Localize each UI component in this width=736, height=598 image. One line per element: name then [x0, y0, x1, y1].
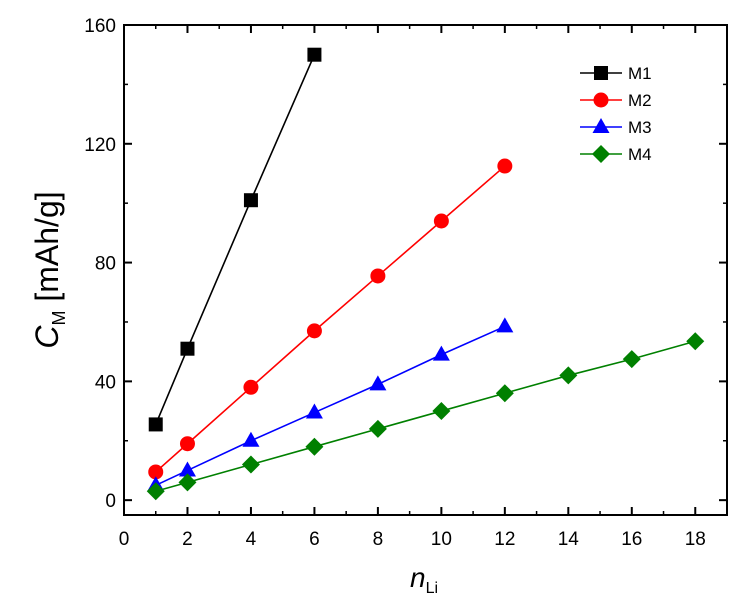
series-m1: [148, 47, 322, 432]
data-point: [496, 317, 514, 333]
data-point: [243, 379, 259, 395]
series-line: [155, 340, 696, 493]
legend: M1 M2 M3 M4: [580, 64, 652, 164]
ticks: [123, 24, 727, 515]
x-tick-label: 0: [119, 529, 130, 550]
y-axis-title-main: C: [29, 325, 65, 349]
legend-item-m3: M3: [580, 118, 652, 137]
data-point: [432, 345, 450, 361]
plot-frame: [123, 24, 728, 516]
data-point: [306, 323, 322, 339]
data-point: [433, 213, 449, 229]
legend-label: M1: [628, 64, 652, 83]
data-point: [146, 482, 165, 501]
y-axis-title: CM [mAh/g]: [29, 191, 69, 348]
series-line: [155, 165, 506, 473]
legend-marker: [592, 118, 610, 133]
legend-item-m1: M1: [580, 64, 652, 83]
data-point: [369, 375, 387, 391]
legend-marker: [593, 92, 609, 108]
data-point: [497, 158, 513, 174]
x-tick-label: 10: [431, 529, 452, 550]
x-tick-label: 6: [309, 529, 320, 550]
x-tick-label: 12: [494, 529, 515, 550]
data-point: [307, 47, 322, 62]
series-m2: [148, 158, 513, 480]
x-tick-label: 8: [373, 529, 384, 550]
series-m4: [146, 332, 705, 501]
x-tick-label: 18: [685, 529, 706, 550]
x-axis-title-main: n: [410, 562, 426, 593]
x-tick-label: 2: [182, 529, 193, 550]
y-tick-label: 0: [105, 491, 116, 512]
data-point: [178, 461, 196, 477]
x-tick-label: 14: [558, 529, 580, 550]
data-point: [622, 350, 641, 369]
y-tick-label: 120: [84, 135, 116, 156]
data-point: [242, 431, 260, 447]
y-tick-label: 80: [95, 254, 116, 275]
legend-marker: [594, 66, 608, 80]
series-m3: [147, 317, 514, 492]
series-line: [154, 54, 316, 425]
tick-labels: 0 2 4 6 8 10 12 14 16 18 0 40 80 120 160: [84, 16, 706, 550]
legend-label: M3: [628, 118, 652, 137]
data-point: [180, 341, 195, 356]
x-axis-title-sub: Li: [426, 580, 438, 597]
series-line: [155, 325, 506, 487]
x-tick-label: 16: [621, 529, 642, 550]
legend-label: M2: [628, 91, 652, 110]
y-axis-title-sub: M: [49, 311, 69, 326]
x-tick-label: 4: [246, 529, 257, 550]
data-point: [305, 437, 324, 456]
data-point: [179, 436, 195, 452]
y-tick-label: 40: [95, 372, 116, 393]
x-axis-title: nLi: [410, 562, 438, 597]
legend-item-m2: M2: [580, 91, 652, 110]
legend-label: M4: [628, 145, 652, 164]
data-point: [148, 417, 163, 432]
data-point: [686, 332, 705, 351]
y-tick-label: 160: [84, 16, 116, 37]
data-point: [368, 419, 387, 438]
data-point: [241, 455, 260, 474]
legend-marker: [592, 145, 610, 163]
data-point: [148, 464, 164, 480]
data-point: [305, 403, 323, 419]
series-layer: [146, 47, 705, 501]
data-point: [495, 384, 514, 403]
data-point: [559, 366, 578, 385]
legend-item-m4: M4: [580, 145, 652, 164]
data-point: [243, 193, 258, 208]
data-point: [432, 402, 451, 421]
y-axis-title-rest: [mAh/g]: [29, 191, 65, 310]
data-point: [370, 268, 386, 284]
data-point: [178, 473, 197, 492]
